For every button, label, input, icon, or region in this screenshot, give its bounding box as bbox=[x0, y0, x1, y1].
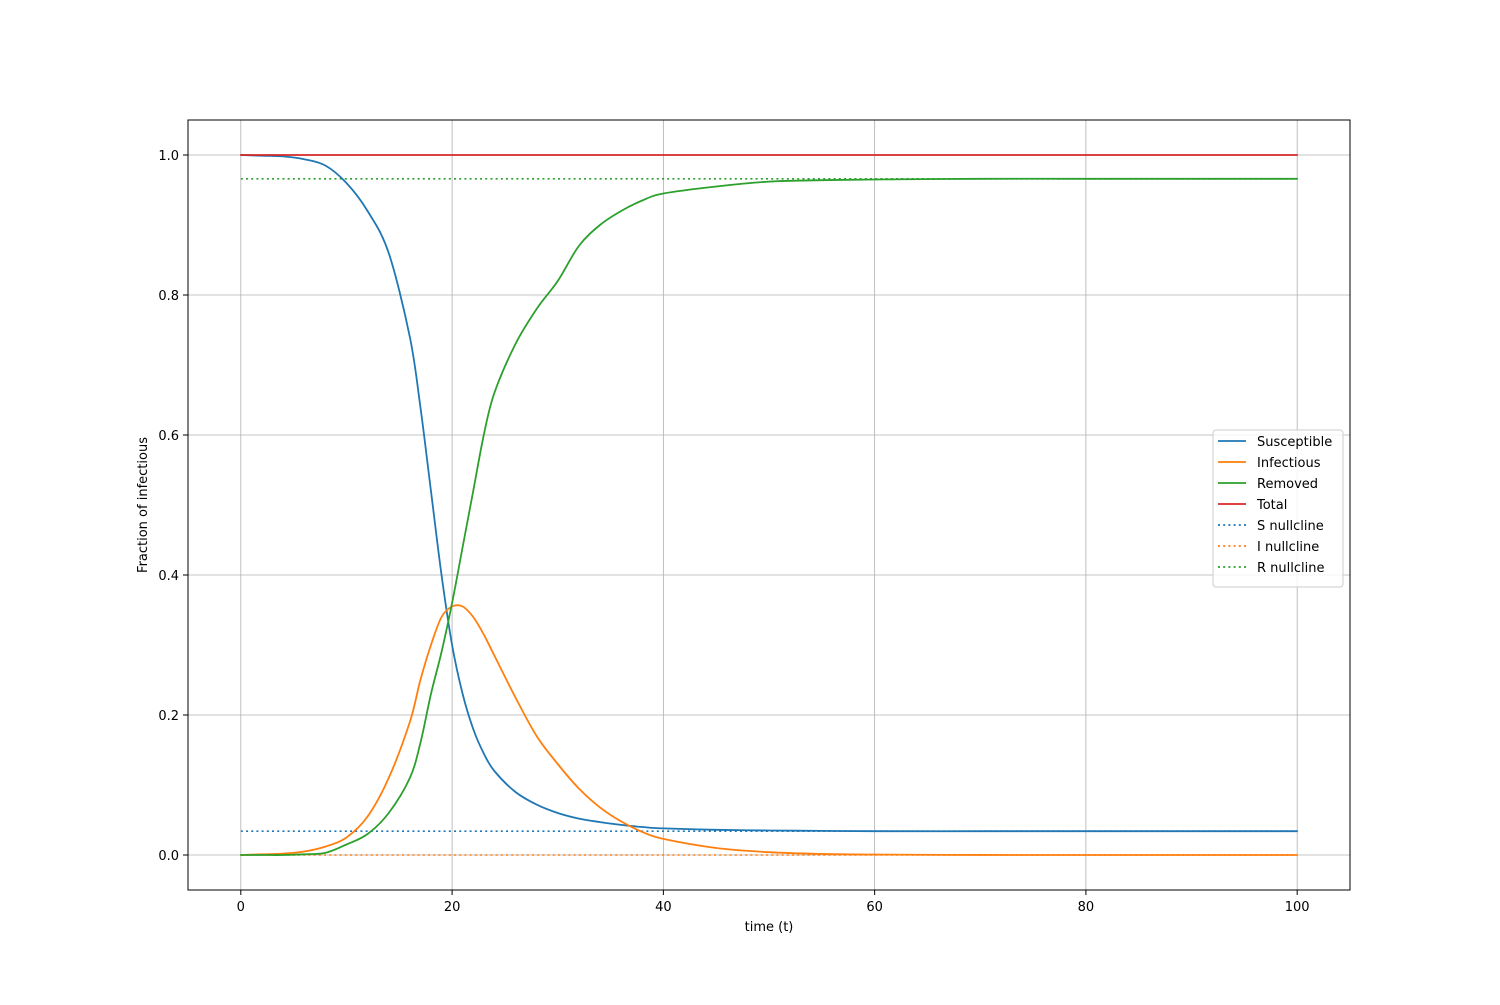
y-axis-label: Fraction of infectious bbox=[136, 437, 151, 573]
x-tick-label: 20 bbox=[444, 900, 461, 915]
y-tick-label: 0.2 bbox=[158, 709, 179, 724]
legend-label-i-nullcline: I nullcline bbox=[1257, 540, 1319, 555]
legend-box bbox=[1212, 429, 1344, 588]
x-tick-label: 0 bbox=[237, 900, 245, 915]
y-tick-label: 1.0 bbox=[158, 149, 179, 164]
x-axis-label: time (t) bbox=[745, 920, 794, 935]
plot-frame bbox=[187, 119, 1351, 891]
legend-label-infectious: Infectious bbox=[1257, 456, 1321, 471]
legend-label-r-nullcline: R nullcline bbox=[1257, 561, 1324, 576]
x-tick-label: 40 bbox=[655, 900, 672, 915]
susceptible-line bbox=[239, 154, 1299, 833]
y-tick-label: 0.0 bbox=[158, 849, 179, 864]
series-lines bbox=[239, 154, 1299, 856]
y-tick-label: 0.8 bbox=[158, 289, 179, 304]
y-tick-label: 0.4 bbox=[158, 569, 179, 584]
grid-lines bbox=[188, 120, 1350, 890]
legend-label-removed: Removed bbox=[1257, 477, 1318, 492]
removed-line bbox=[239, 177, 1299, 856]
x-tick-label: 60 bbox=[866, 900, 883, 915]
y-tick-label: 0.6 bbox=[158, 429, 179, 444]
legend-label-susceptible: Susceptible bbox=[1257, 435, 1332, 450]
axis-ticks: 0 20 40 60 80 100 0.0 0.2 0.4 0.6 0.8 1.0 bbox=[158, 149, 1309, 915]
x-tick-label: 80 bbox=[1078, 900, 1095, 915]
legend: Susceptible Infectious Removed Total S nullc… bbox=[1212, 429, 1344, 588]
infectious-line bbox=[239, 604, 1299, 856]
legend-label-total: Total bbox=[1256, 498, 1287, 513]
legend-label-s-nullcline: S nullcline bbox=[1257, 519, 1324, 534]
x-tick-label: 100 bbox=[1285, 900, 1310, 915]
